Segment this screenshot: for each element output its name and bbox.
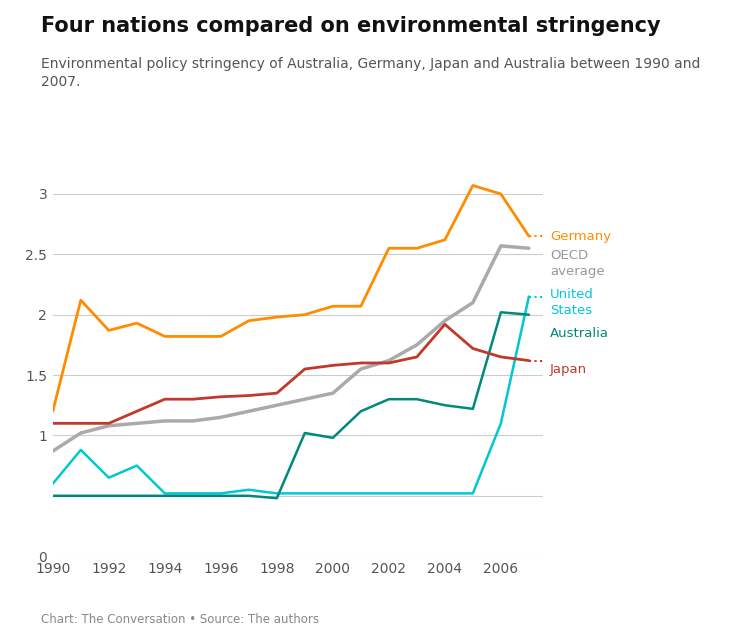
- Text: Chart: The Conversation • Source: The authors: Chart: The Conversation • Source: The au…: [41, 612, 320, 626]
- Text: Environmental policy stringency of Australia, Germany, Japan and Australia betwe: Environmental policy stringency of Austr…: [41, 57, 701, 89]
- Text: OECD
average: OECD average: [550, 250, 605, 279]
- Text: Germany: Germany: [550, 229, 611, 243]
- Text: United
States: United States: [550, 288, 593, 317]
- Text: Japan: Japan: [550, 363, 587, 375]
- Text: Australia: Australia: [550, 327, 609, 341]
- Text: Four nations compared on environmental stringency: Four nations compared on environmental s…: [41, 16, 661, 36]
